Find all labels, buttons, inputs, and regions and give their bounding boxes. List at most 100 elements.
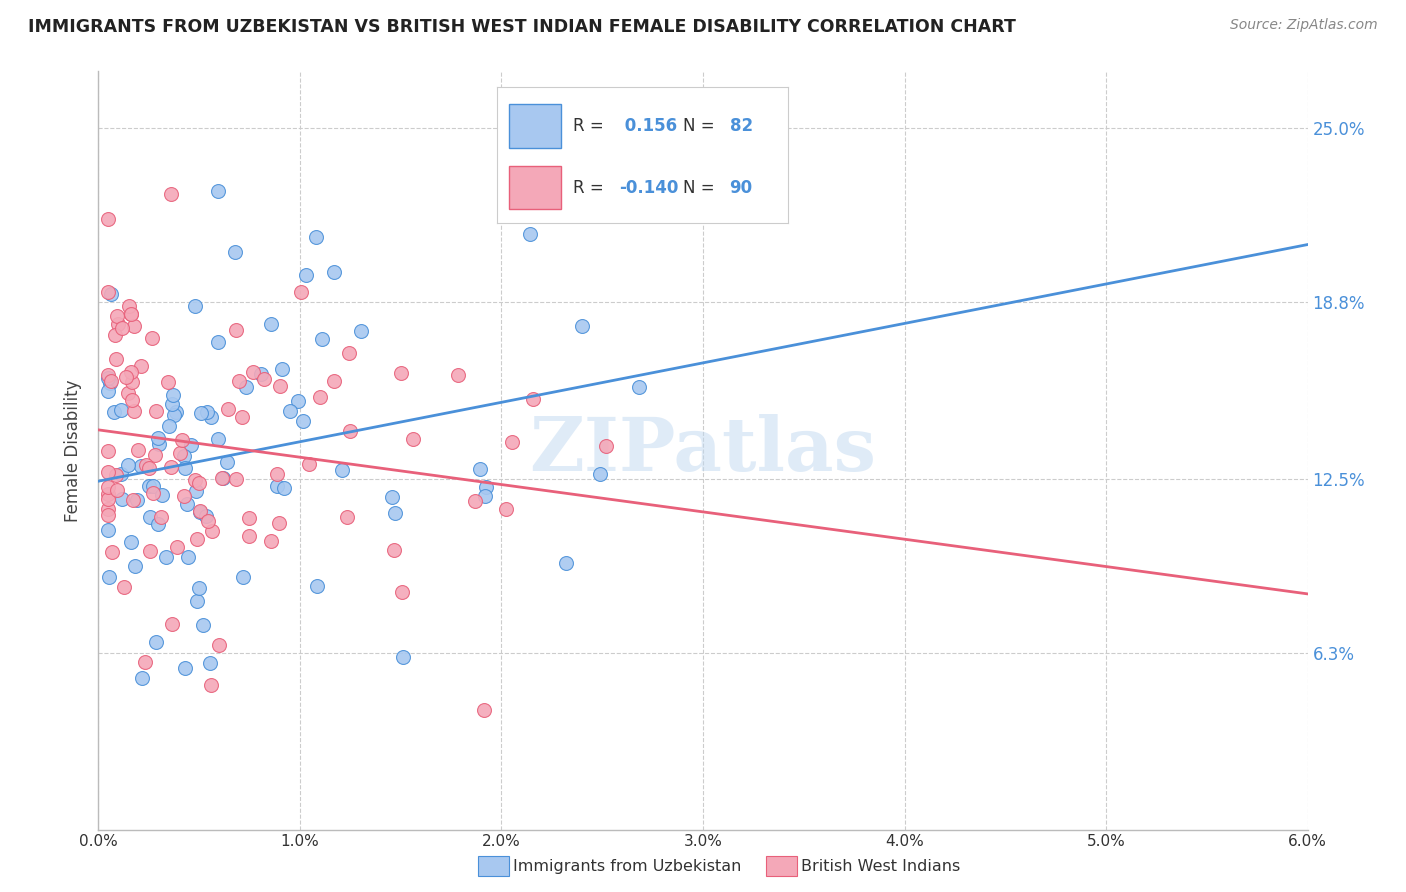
Point xyxy=(180,438,202,452)
Point xyxy=(474,489,496,503)
Point xyxy=(389,366,412,380)
Point xyxy=(495,501,517,516)
Point xyxy=(155,550,177,565)
Point xyxy=(332,463,354,477)
Point xyxy=(173,661,195,675)
Point xyxy=(129,459,152,474)
Point xyxy=(100,287,122,301)
Point xyxy=(142,486,165,500)
Point xyxy=(339,424,361,438)
Point xyxy=(190,406,212,420)
Point xyxy=(97,368,120,382)
Point xyxy=(266,467,288,482)
Point xyxy=(150,510,173,524)
Point xyxy=(627,379,650,393)
Point xyxy=(104,328,127,343)
Point xyxy=(173,450,195,464)
Point xyxy=(194,509,217,524)
Point xyxy=(212,471,235,485)
Point xyxy=(162,617,184,632)
Point xyxy=(703,204,725,219)
Point xyxy=(402,432,425,446)
Point xyxy=(184,483,207,498)
Point xyxy=(145,404,167,418)
Point xyxy=(391,649,413,664)
Point xyxy=(105,351,128,366)
Point xyxy=(97,285,120,300)
Point xyxy=(207,432,229,446)
Point xyxy=(134,655,156,669)
Point xyxy=(381,490,404,504)
Point xyxy=(141,331,163,345)
Point xyxy=(391,584,413,599)
Point xyxy=(157,419,180,434)
Point xyxy=(336,510,359,524)
Point xyxy=(105,468,128,483)
Point xyxy=(571,318,593,333)
Point xyxy=(138,460,160,475)
Point xyxy=(118,299,141,313)
Point xyxy=(200,409,222,424)
Point xyxy=(522,392,544,407)
Point xyxy=(165,405,187,419)
Point xyxy=(169,445,191,459)
Point xyxy=(160,459,183,474)
Point xyxy=(127,442,149,457)
Point xyxy=(120,307,142,321)
Point xyxy=(105,483,128,497)
Point xyxy=(195,405,218,419)
Point xyxy=(238,529,260,543)
Y-axis label: Female Disability: Female Disability xyxy=(65,379,83,522)
Point xyxy=(135,458,157,472)
Point xyxy=(200,678,222,692)
Point xyxy=(103,405,125,419)
Text: ZIPatlas: ZIPatlas xyxy=(530,414,876,487)
Point xyxy=(100,376,122,391)
Point xyxy=(177,549,200,564)
Point xyxy=(186,594,208,608)
Point xyxy=(589,467,612,481)
Point xyxy=(270,362,292,376)
Point xyxy=(162,387,184,401)
Point xyxy=(97,465,120,479)
Point xyxy=(97,444,120,458)
Point xyxy=(146,517,169,532)
Point xyxy=(97,492,120,507)
Point xyxy=(269,379,291,393)
Point xyxy=(235,379,257,393)
Point xyxy=(148,437,170,451)
Point xyxy=(191,617,214,632)
Point xyxy=(474,702,496,716)
Point xyxy=(280,404,302,418)
Point xyxy=(188,504,211,518)
Point xyxy=(131,671,153,685)
Point xyxy=(198,656,221,670)
Point xyxy=(290,285,312,299)
Text: Immigrants from Uzbekistan: Immigrants from Uzbekistan xyxy=(513,859,741,873)
Point xyxy=(160,397,183,411)
Point xyxy=(97,501,120,516)
Point xyxy=(305,230,328,244)
Point xyxy=(207,334,229,349)
Point xyxy=(146,431,169,445)
Point xyxy=(139,510,162,524)
Point xyxy=(156,375,179,389)
Point xyxy=(308,390,330,404)
Point xyxy=(97,487,120,501)
Point xyxy=(464,494,486,508)
Point xyxy=(120,365,142,379)
Point xyxy=(160,186,183,201)
Point xyxy=(238,511,260,525)
Point xyxy=(173,460,195,475)
Point xyxy=(97,480,120,494)
Point xyxy=(97,212,120,227)
Point xyxy=(305,579,328,593)
Point xyxy=(242,365,264,379)
Point xyxy=(294,268,316,282)
Point xyxy=(519,227,541,241)
Point xyxy=(117,458,139,472)
Point xyxy=(225,471,247,485)
Point xyxy=(253,372,276,386)
Point xyxy=(186,532,208,546)
Point xyxy=(187,476,209,491)
